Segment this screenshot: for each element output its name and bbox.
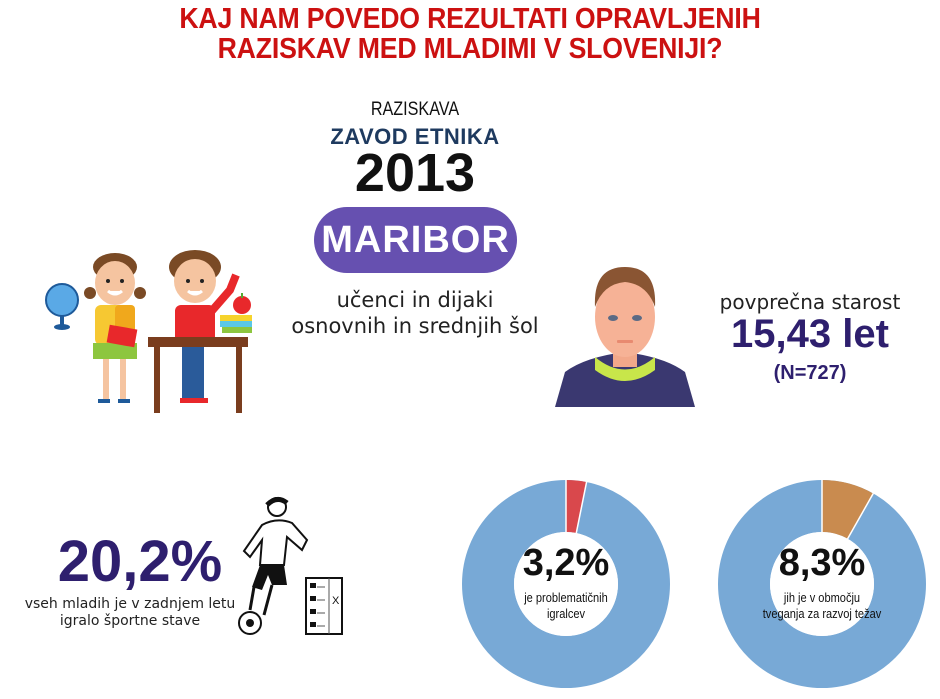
study-institution: ZAVOD ETNIKA (330, 124, 500, 149)
donut2-caption-line1: jih je v območju (783, 590, 861, 605)
donut2-caption-line2: tveganja za razvoj težav (762, 606, 882, 621)
donut1-caption-line2: igralcev (546, 606, 586, 621)
donut1-caption: je problematičnih igralcev (481, 590, 651, 622)
study-label: RAZISKAVA (370, 99, 460, 120)
betting-description: vseh mladih je v zadnjem letu igralo špo… (20, 596, 240, 630)
sample-line1: učenci in dijaki (336, 288, 494, 312)
betting-desc-line2: igralo športne stave (59, 613, 201, 629)
students-illustration-icon (45, 250, 252, 413)
betting-slip-icon: X (305, 577, 343, 635)
city-badge: MARIBOR (314, 207, 517, 273)
svg-text:X: X (332, 595, 340, 607)
donut1-percent: 3,2% (522, 542, 610, 584)
donut-chart-problem-gamblers (462, 480, 670, 688)
teen-avatar-icon (555, 267, 695, 407)
football-player-icon (238, 497, 309, 635)
average-age-value: 15,43 let (731, 312, 889, 356)
donut2-percent: 8,3% (778, 542, 866, 584)
betting-percent: 20,2% (57, 529, 223, 594)
donut2-caption: jih je v območju tveganja za razvoj teža… (737, 590, 907, 622)
betting-desc-line1: vseh mladih je v zadnjem letu (24, 596, 236, 612)
donut1-caption-line1: je problematičnih (524, 590, 608, 605)
donut-chart-at-risk (718, 480, 926, 688)
sample-line2: osnovnih in srednjih šol (291, 314, 539, 338)
page-title-line2: RAZISKAV MED MLADIMI V SLOVENIJI? (217, 33, 723, 65)
page-title-line1: KAJ NAM POVEDO REZULTATI OPRAVLJENIH (179, 3, 761, 35)
study-year: 2013 (354, 143, 476, 203)
sample-size: (N=727) (773, 362, 847, 384)
sample-description: učenci in dijaki osnovnih in srednjih šo… (270, 287, 560, 339)
average-age-label: povprečna starost (719, 290, 901, 314)
